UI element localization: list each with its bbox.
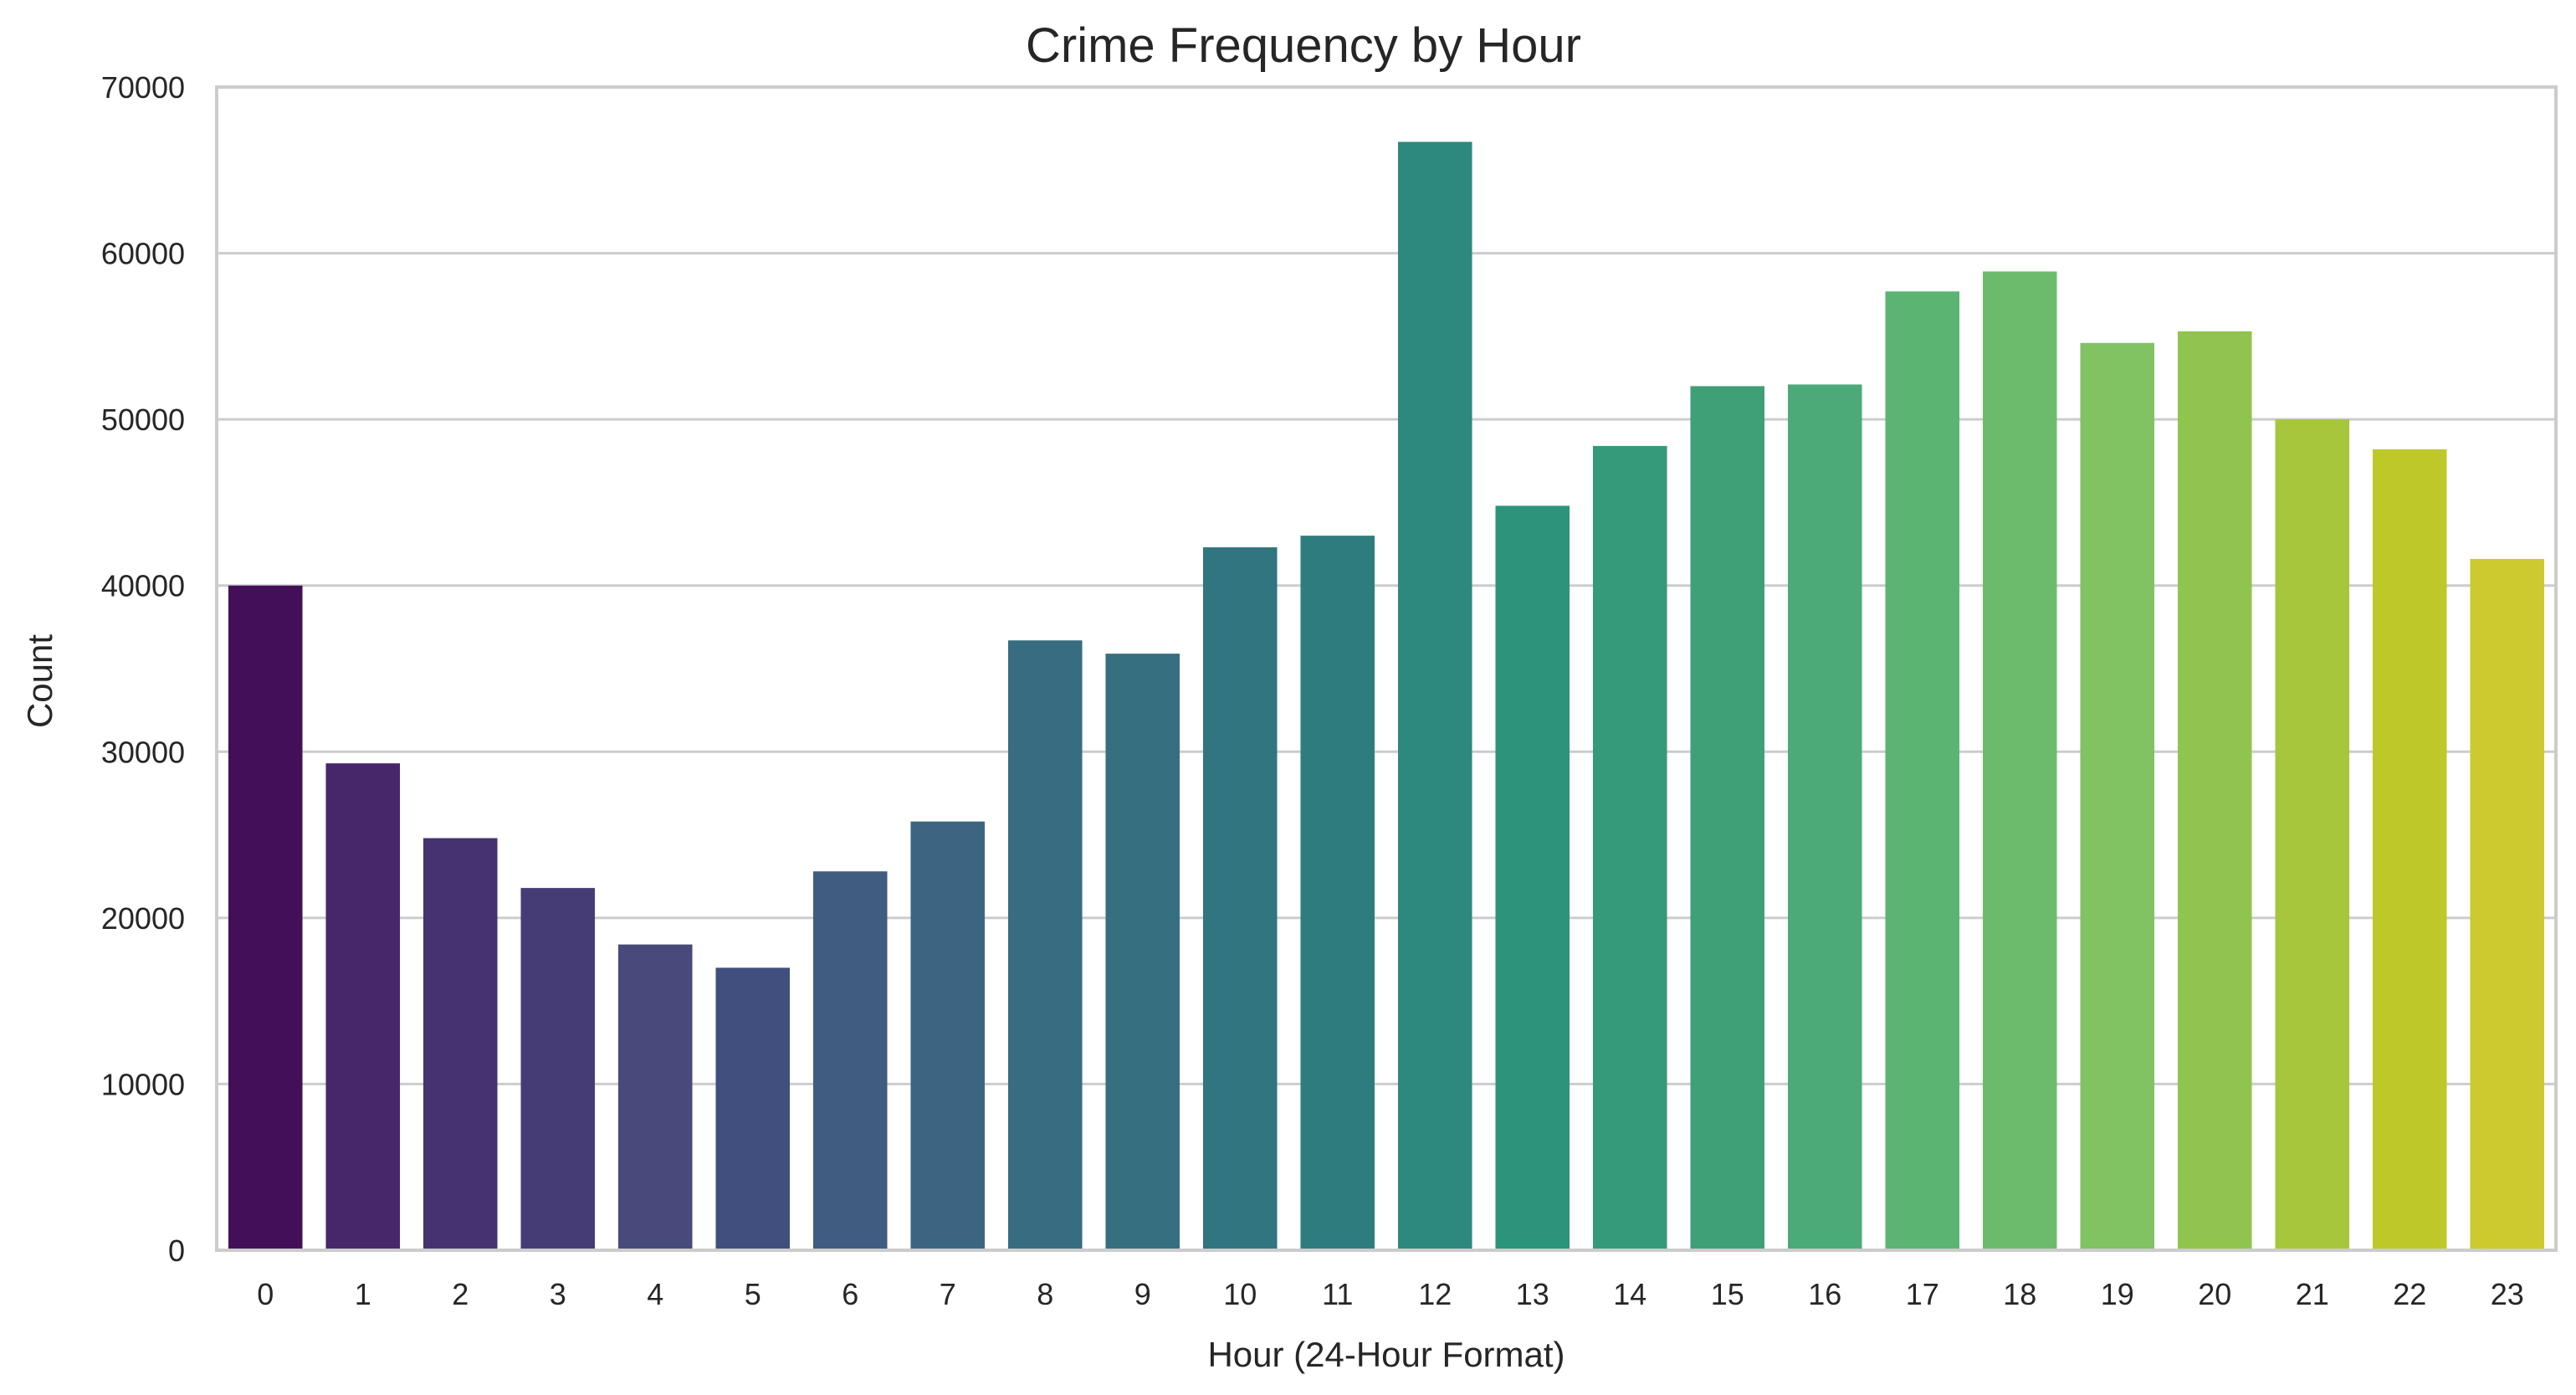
- bars: [228, 141, 2545, 1251]
- x-tick-label: 19: [2101, 1277, 2134, 1311]
- x-tick-label: 10: [1223, 1277, 1257, 1311]
- bar-hour-11: [1300, 536, 1375, 1250]
- bar-hour-19: [2080, 342, 2155, 1250]
- y-tick-label: 30000: [101, 735, 185, 769]
- bar-hour-5: [715, 967, 791, 1250]
- x-tick-label: 14: [1613, 1277, 1646, 1311]
- bar-hour-2: [423, 838, 498, 1250]
- bar-hour-6: [812, 871, 888, 1250]
- x-tick-label: 21: [2296, 1277, 2329, 1311]
- x-tick-label: 6: [842, 1277, 858, 1311]
- x-tick-labels: 0 1 2 3 4 5 6 7 8 9 10 11 12 13 14 15 16 17 18 19 20 21 22 23: [257, 1277, 2524, 1311]
- bar-hour-1: [325, 763, 401, 1250]
- y-tick-label: 0: [168, 1233, 185, 1268]
- x-tick-label: 8: [1037, 1277, 1053, 1311]
- bar-hour-17: [1885, 291, 1960, 1250]
- x-tick-label: 2: [452, 1277, 469, 1311]
- y-tick-labels: 0 10000 20000 30000 40000 50000 60000 70000: [101, 70, 185, 1268]
- bar-hour-21: [2275, 419, 2350, 1251]
- x-tick-label: 22: [2393, 1277, 2426, 1311]
- y-tick-label: 10000: [101, 1067, 185, 1101]
- x-tick-label: 3: [550, 1277, 566, 1311]
- x-tick-label: 16: [1808, 1277, 1841, 1311]
- x-tick-label: 0: [257, 1277, 274, 1311]
- bar-hour-15: [1690, 386, 1765, 1250]
- bar-hour-7: [910, 821, 986, 1250]
- x-tick-label: 13: [1516, 1277, 1549, 1311]
- x-tick-label: 5: [745, 1277, 761, 1311]
- bar-hour-20: [2177, 331, 2252, 1250]
- y-tick-label: 40000: [101, 569, 185, 603]
- y-tick-label: 60000: [101, 237, 185, 271]
- x-tick-label: 11: [1322, 1277, 1353, 1311]
- bar-hour-13: [1495, 505, 1570, 1250]
- y-tick-label: 20000: [101, 901, 185, 936]
- bar-hour-18: [1982, 271, 2057, 1250]
- bar-hour-14: [1592, 445, 1667, 1250]
- bar-hour-9: [1105, 654, 1180, 1250]
- x-tick-label: 7: [940, 1277, 956, 1311]
- x-tick-label: 23: [2491, 1277, 2524, 1311]
- bar-hour-16: [1787, 384, 1862, 1250]
- bar-hour-4: [617, 944, 693, 1250]
- x-tick-label: 9: [1134, 1277, 1151, 1311]
- x-tick-label: 18: [2003, 1277, 2036, 1311]
- x-tick-label: 12: [1418, 1277, 1452, 1311]
- bar-hour-3: [520, 888, 596, 1250]
- plot-frame: [215, 85, 2558, 1252]
- bar-hour-22: [2372, 449, 2447, 1250]
- x-tick-label: 15: [1711, 1277, 1744, 1311]
- grid-lines: [217, 85, 2556, 1252]
- bar-hour-8: [1007, 640, 1083, 1250]
- x-tick-label: 4: [647, 1277, 663, 1311]
- y-tick-label: 50000: [101, 403, 185, 437]
- bar-hour-12: [1397, 141, 1472, 1250]
- x-tick-label: 17: [1906, 1277, 1939, 1311]
- bar-hour-23: [2470, 558, 2545, 1250]
- x-axis-label: Hour (24-Hour Format): [1207, 1335, 1565, 1374]
- bar-hour-0: [228, 585, 303, 1250]
- bar-hour-10: [1202, 547, 1278, 1250]
- y-axis-label: Count: [20, 634, 59, 728]
- x-tick-label: 1: [355, 1277, 371, 1311]
- chart-title: Crime Frequency by Hour: [1026, 18, 1581, 73]
- x-tick-label: 20: [2198, 1277, 2231, 1311]
- y-tick-label: 70000: [101, 70, 185, 105]
